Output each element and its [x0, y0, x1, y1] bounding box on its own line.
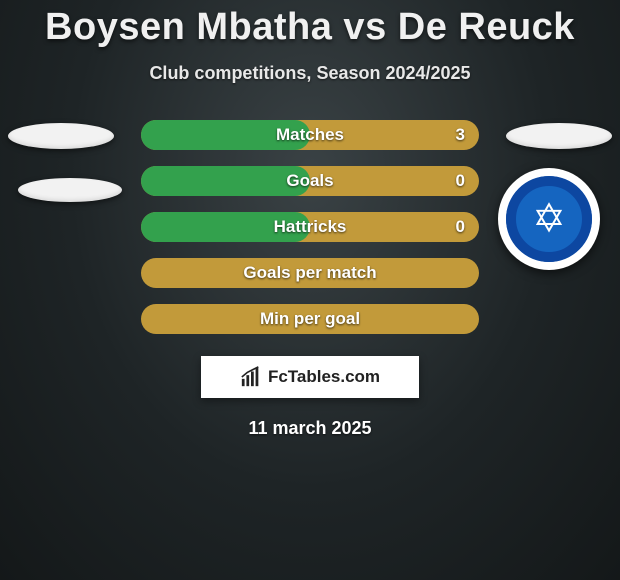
stat-label: Hattricks — [274, 217, 347, 237]
stat-value-right: 3 — [456, 125, 465, 145]
date-label: 11 march 2025 — [0, 418, 620, 439]
stat-value-right: 0 — [456, 171, 465, 191]
player-right-pill — [506, 123, 612, 149]
stat-label: Goals — [286, 171, 333, 191]
stat-value-right: 0 — [456, 217, 465, 237]
stat-bar-fill — [141, 166, 310, 196]
chart-icon — [240, 366, 262, 388]
stat-label: Goals per match — [243, 263, 376, 283]
star-icon: ✡ — [532, 196, 566, 242]
player-left-pill-2 — [18, 178, 122, 202]
stat-row: Goals per match — [141, 258, 479, 288]
subtitle: Club competitions, Season 2024/2025 — [0, 63, 620, 84]
branding-box: FcTables.com — [201, 356, 419, 398]
stat-row: Min per goal — [141, 304, 479, 334]
page-title: Boysen Mbatha vs De Reuck — [0, 0, 620, 49]
player-left-pill-1 — [8, 123, 114, 149]
club-badge: ✡ — [498, 168, 600, 270]
stat-row: Matches 3 — [141, 120, 479, 150]
stat-label: Min per goal — [260, 309, 360, 329]
stat-row: Hattricks 0 — [141, 212, 479, 242]
branding-text: FcTables.com — [268, 367, 380, 387]
stat-label: Matches — [276, 125, 344, 145]
stat-row: Goals 0 — [141, 166, 479, 196]
